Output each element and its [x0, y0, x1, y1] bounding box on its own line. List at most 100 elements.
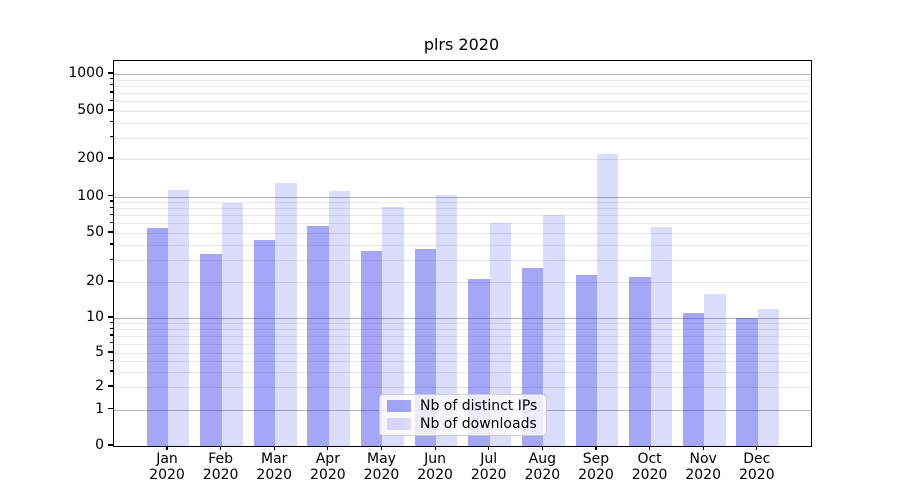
y-tick-100: [108, 194, 113, 197]
x-tick-feb-2020: [220, 446, 222, 450]
x-tick-sep-2020: [595, 446, 597, 450]
x-tick-label-line: Aug: [528, 451, 556, 467]
gridline-y-50: [114, 233, 811, 234]
x-tick-label-sep-2020: Sep 2020: [569, 451, 623, 483]
plot-area: [113, 60, 812, 447]
gridline-y-200: [114, 159, 811, 160]
y-minor-tick-800: [110, 84, 113, 86]
legend-label-distinct-ips: Nb of distinct IPs: [420, 398, 538, 414]
x-tick-label-line: Jun: [424, 451, 447, 467]
bar-nb-of-distinct-ips-sep-2020: [575, 274, 597, 446]
gridline-y-4: [114, 361, 811, 363]
gridline-y-100: [114, 196, 811, 198]
x-tick-label-line: Feb: [208, 451, 233, 467]
gridline-y-90: [114, 202, 811, 204]
y-tick-5: [108, 351, 113, 353]
gridline-y-600: [114, 101, 811, 103]
x-tick-label-line: 2020: [470, 467, 507, 483]
y-minor-tick-80: [110, 206, 113, 208]
y-tick-label-5: 5: [95, 344, 104, 360]
gridline-y-5: [114, 353, 811, 354]
legend-swatch-distinct-ips: [387, 400, 411, 412]
x-tick-apr-2020: [327, 446, 329, 450]
gridline-y-1000: [114, 74, 811, 75]
x-tick-label-line: 2020: [310, 467, 346, 483]
x-tick-label-line: 2020: [524, 467, 561, 483]
chart-title: plrs 2020: [423, 35, 500, 54]
y-minor-tick-60: [110, 221, 113, 223]
x-tick-label-line: Oct: [637, 451, 662, 467]
bar-nb-of-distinct-ips-may-2020: [361, 250, 383, 446]
legend-swatch-downloads: [387, 418, 411, 430]
y-minor-tick-9: [110, 321, 113, 323]
y-minor-tick-300: [110, 136, 113, 138]
x-tick-label-nov-2020: Nov 2020: [676, 451, 730, 483]
bar-nb-of-downloads-jun-2020: [436, 195, 458, 446]
x-tick-label-oct-2020: Oct 2020: [623, 451, 677, 483]
gridline-y-9: [114, 323, 811, 325]
y-tick-label-200: 200: [77, 150, 104, 166]
gridline-y-6: [114, 343, 811, 345]
x-tick-label-line: Apr: [315, 451, 340, 467]
y-tick-label-50: 50: [86, 224, 104, 240]
bar-nb-of-distinct-ips-jan-2020: [146, 227, 168, 446]
y-tick-label-1000: 1000: [68, 65, 104, 81]
x-tick-jun-2020: [434, 446, 436, 450]
x-tick-label-jun-2020: Jun 2020: [408, 451, 462, 483]
bar-nb-of-distinct-ips-mar-2020: [253, 239, 276, 446]
x-tick-label-mar-2020: Mar 2020: [247, 451, 301, 483]
gridline-y-40: [114, 244, 811, 246]
y-tick-label-500: 500: [77, 102, 104, 118]
bar-nb-of-downloads-may-2020: [382, 206, 404, 446]
x-tick-nov-2020: [702, 446, 704, 450]
x-tick-label-line: Nov: [689, 451, 717, 467]
legend-item-distinct-ips: Nb of distinct IPs: [387, 399, 538, 413]
x-tick-label-line: Mar: [261, 451, 288, 467]
bar-nb-of-distinct-ips-feb-2020: [200, 253, 222, 446]
bar-nb-of-distinct-ips-nov-2020: [682, 313, 705, 446]
y-tick-label-0: 0: [95, 437, 104, 453]
x-tick-label-line: 2020: [256, 467, 293, 483]
x-tick-aug-2020: [541, 446, 543, 450]
legend-item-downloads: Nb of downloads: [387, 417, 538, 431]
x-tick-label-apr-2020: Apr 2020: [301, 451, 355, 483]
bar-nb-of-downloads-sep-2020: [596, 154, 619, 446]
gridline-y-700: [114, 93, 811, 95]
y-minor-tick-900: [110, 78, 113, 80]
bar-nb-of-downloads-jan-2020: [168, 189, 190, 446]
bar-nb-of-distinct-ips-apr-2020: [307, 226, 329, 446]
x-tick-label-aug-2020: Aug 2020: [515, 451, 569, 483]
y-tick-label-1: 1: [95, 400, 104, 417]
y-minor-tick-6: [110, 342, 113, 344]
y-minor-tick-700: [110, 91, 113, 93]
x-tick-label-line: Jan: [156, 451, 178, 467]
x-tick-label-line: Sep: [582, 451, 610, 467]
gridline-y-10: [114, 318, 811, 319]
y-minor-tick-70: [110, 213, 113, 215]
x-tick-label-line: May: [366, 451, 396, 467]
x-tick-label-line: 2020: [149, 467, 185, 483]
gridline-y-500: [114, 111, 811, 112]
x-tick-oct-2020: [648, 446, 651, 450]
y-minor-tick-30: [110, 258, 113, 260]
x-tick-label-line: 2020: [417, 467, 453, 483]
gridline-y-900: [114, 79, 811, 81]
y-tick-500: [108, 109, 113, 111]
y-minor-tick-400: [110, 121, 113, 123]
y-tick-2: [108, 385, 113, 387]
x-tick-mar-2020: [273, 446, 275, 450]
x-tick-label-line: 2020: [738, 467, 775, 483]
bar-nb-of-downloads-aug-2020: [543, 215, 565, 446]
x-tick-label-line: 2020: [685, 467, 721, 483]
y-tick-10: [108, 316, 113, 318]
y-minor-tick-40: [110, 243, 113, 245]
y-minor-tick-600: [110, 99, 113, 101]
gridline-y-3: [114, 371, 811, 373]
x-tick-label-may-2020: May 2020: [354, 451, 408, 483]
y-tick-label-2: 2: [95, 378, 104, 394]
x-tick-label-feb-2020: Feb 2020: [194, 451, 248, 483]
gridline-y-8: [114, 329, 811, 331]
y-tick-200: [108, 157, 113, 159]
x-tick-label-line: 2020: [578, 467, 614, 483]
legend: Nb of distinct IPs Nb of downloads: [379, 394, 547, 436]
